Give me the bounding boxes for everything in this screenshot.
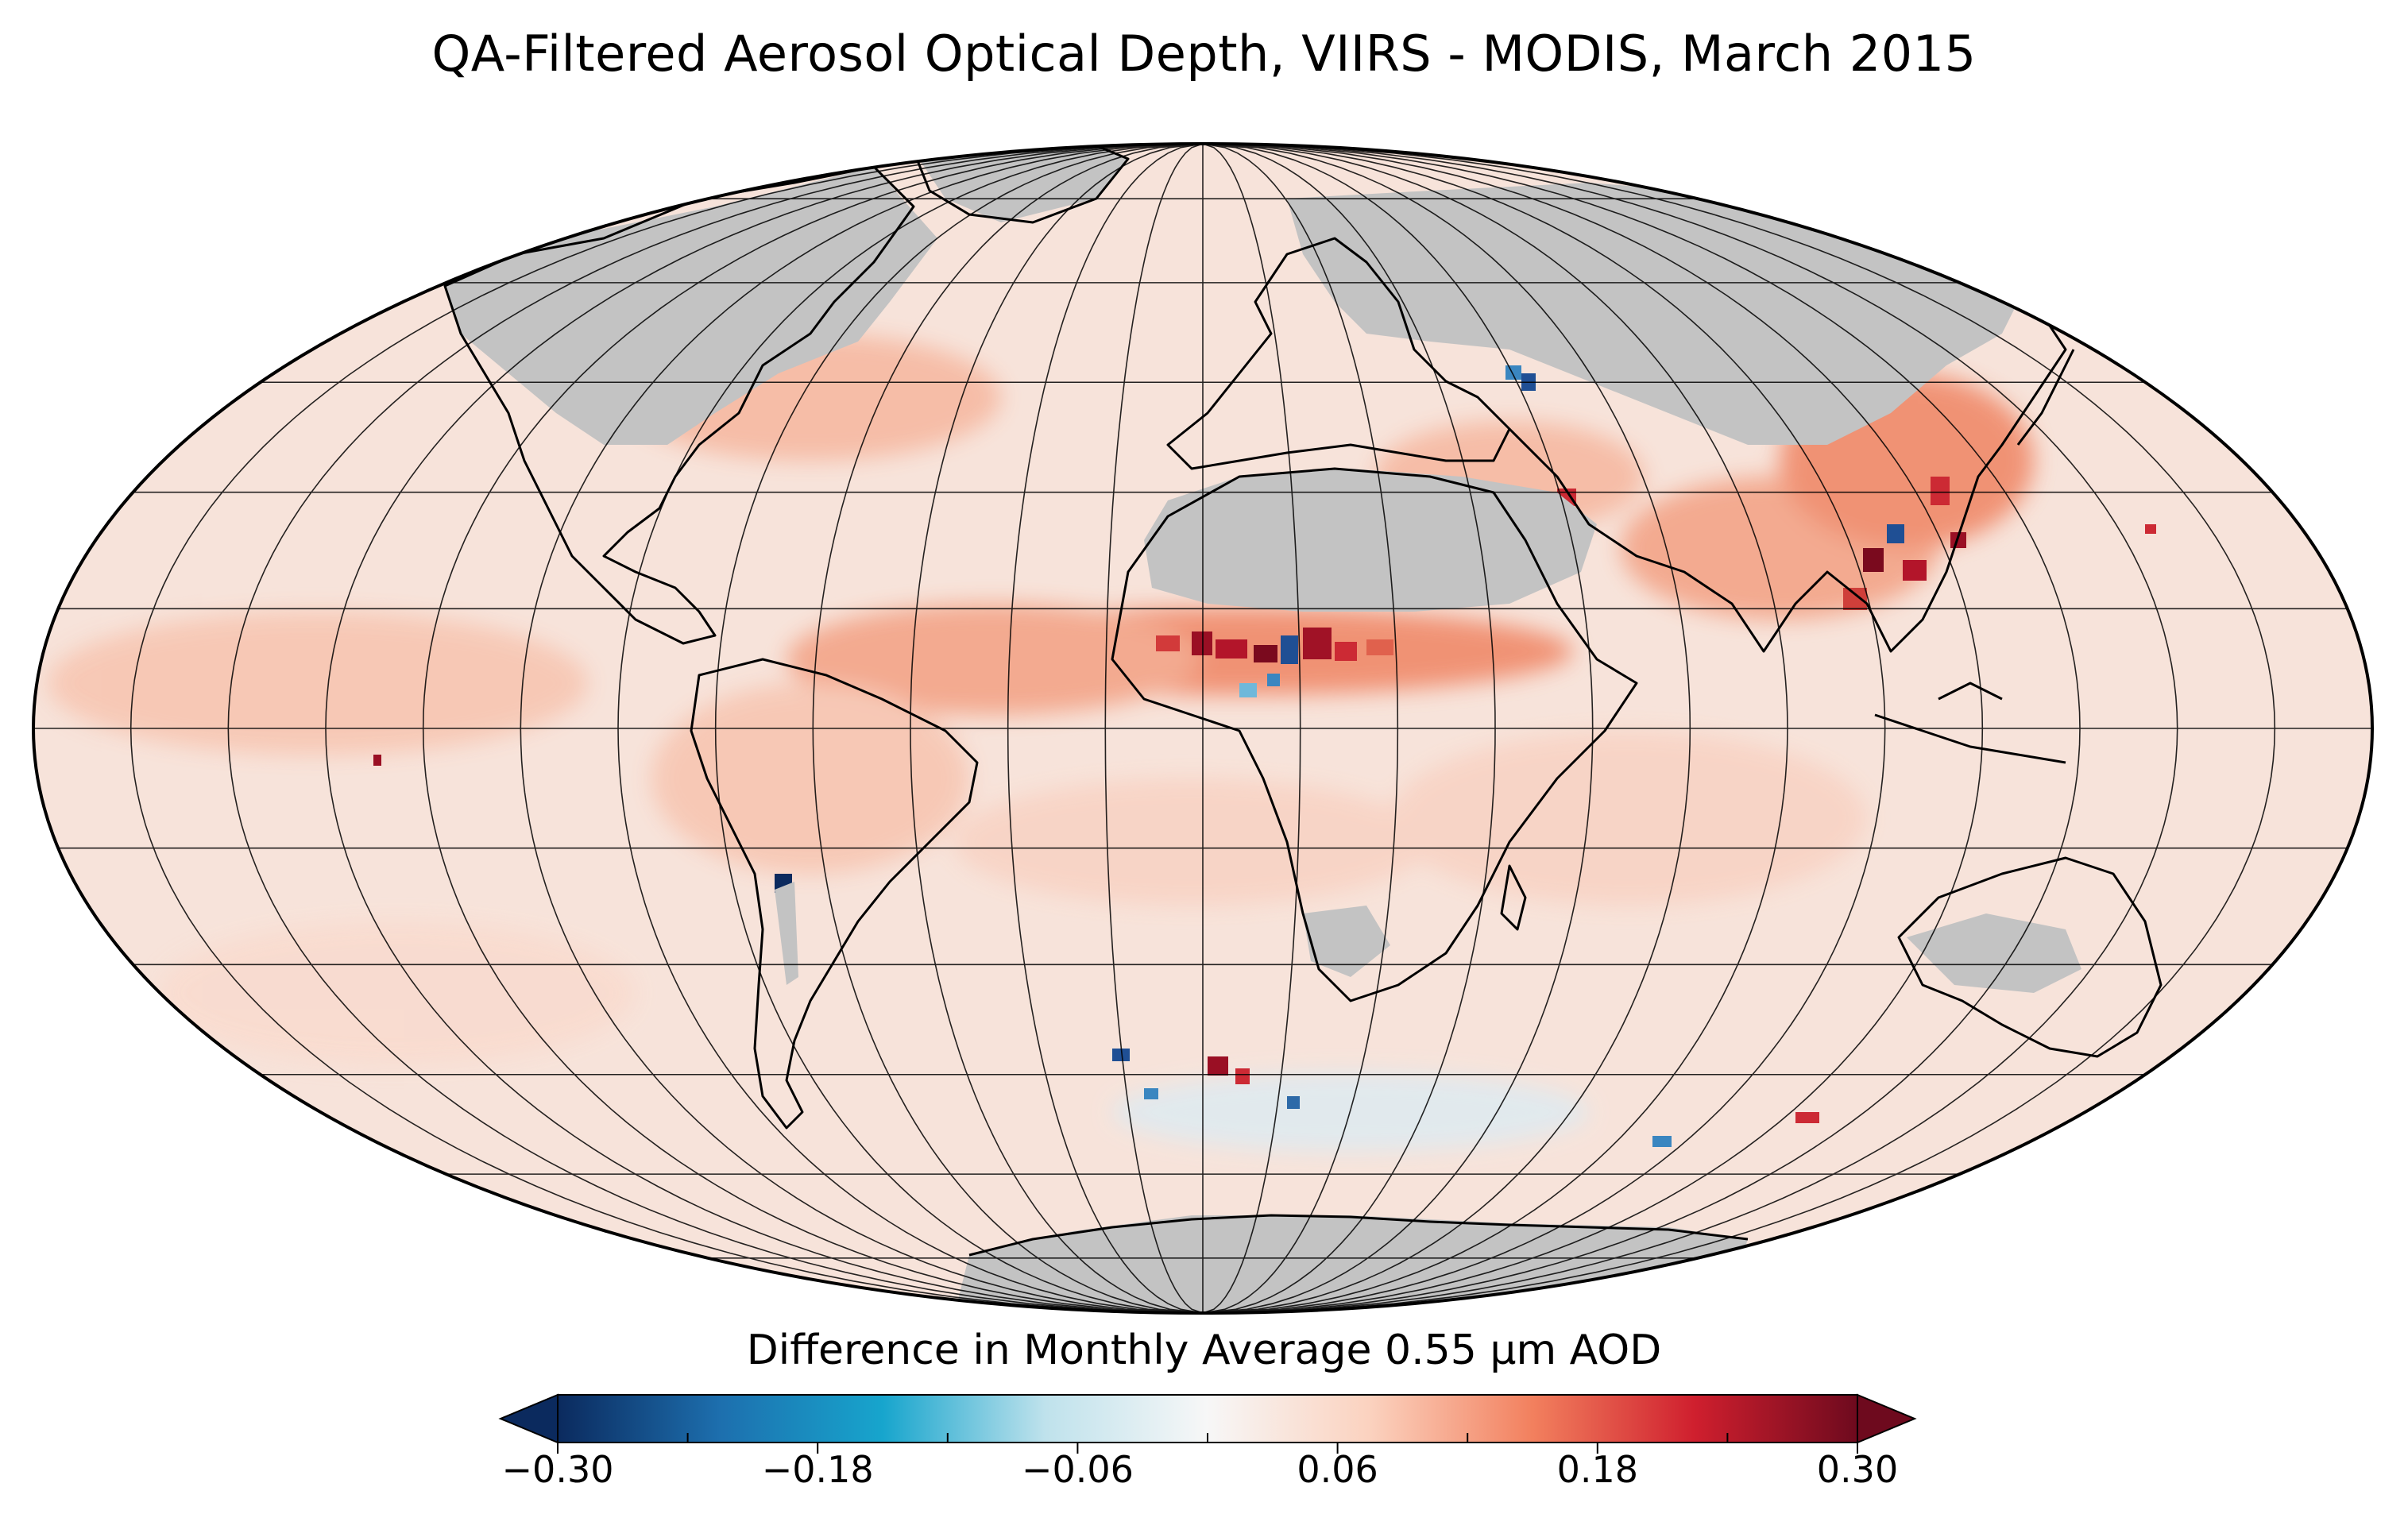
hotspot-pixel: [1950, 532, 1966, 548]
hotspot-pixel: [1208, 1056, 1228, 1076]
meridian-line: [1202, 144, 1594, 1313]
colorbar-tick-label: −0.06: [1021, 1448, 1134, 1491]
aerosol-tropical-pacific: [48, 612, 588, 755]
colorbar-tick-label: 0.30: [1816, 1448, 1899, 1491]
no-data-andes: [775, 882, 798, 985]
hotspot-pixel: [1843, 588, 1867, 610]
hotspot-pixel: [1254, 645, 1277, 662]
hotspot-pixel: [1287, 1096, 1300, 1109]
meridians: [129, 144, 2276, 1313]
hotspot-pixel: [1144, 1088, 1158, 1099]
colorbar-ticks: [557, 1433, 1858, 1454]
hotspot-pixel: [1863, 548, 1884, 572]
coastline-indonesia: [1874, 682, 2066, 764]
meridian-line: [714, 144, 1204, 1313]
aerosol-atlantic-plume: [787, 604, 1200, 715]
hotspot-pixel: [2145, 524, 2156, 534]
coastline-japan: [2016, 349, 2075, 446]
meridian-line: [1007, 144, 1204, 1313]
meridian-line: [812, 144, 1204, 1313]
meridian-line: [325, 144, 1204, 1313]
meridian-line: [910, 144, 1204, 1313]
meridian-line: [422, 144, 1204, 1313]
coastline-australia: [1897, 856, 2163, 1058]
meridian-line: [227, 144, 1204, 1313]
no-data-southern-africa: [1303, 906, 1390, 977]
graticule: [33, 144, 2372, 1313]
world-map: [32, 142, 2374, 1315]
coastline-antarctica: [968, 1214, 1749, 1257]
hotspot-pixel: [1652, 1136, 1672, 1147]
meridian-line: [1202, 144, 2276, 1313]
colorbar-extend-low: [498, 1393, 559, 1444]
no-data-eurasia: [1287, 183, 2034, 445]
hotspot-pixel: [1303, 628, 1332, 659]
meridian-line: [1202, 144, 1984, 1313]
meridian-line: [1202, 144, 2081, 1313]
hotspot-pixel: [1795, 1112, 1819, 1123]
no-data-australia: [1907, 913, 2081, 993]
hotspot-pixel: [373, 755, 381, 766]
meridian-line: [1202, 144, 1788, 1313]
aerosol-southern-ocean-blue: [1112, 1072, 1589, 1152]
hotspot-pixel: [1156, 635, 1180, 651]
no-data-sahara: [1144, 469, 1597, 612]
meridian-line: [1202, 144, 1886, 1313]
hotspot-pixel: [1216, 639, 1247, 659]
colorbar-tick-label: −0.18: [761, 1448, 874, 1491]
hotspot-pixel: [1112, 1049, 1130, 1061]
meridian-line: [1202, 144, 1301, 1313]
coastline-south-america: [690, 658, 979, 1130]
meridian-line: [1202, 144, 2178, 1313]
meridian-line: [617, 144, 1204, 1313]
hotspot-pixel: [1235, 1068, 1250, 1084]
meridian-line: [520, 144, 1204, 1313]
coastline-asia: [1508, 237, 2067, 653]
colorbar-extend-high: [1857, 1393, 1917, 1444]
meridian-line: [129, 144, 1204, 1313]
colorbar-tick-label: 0.18: [1556, 1448, 1639, 1491]
meridian-line: [1202, 144, 1496, 1313]
colorbar-tick-label: 0.06: [1297, 1448, 1378, 1491]
coastline-madagascar: [1500, 864, 1527, 931]
meridian-line: [1202, 144, 1399, 1313]
hotspot-pixel: [1192, 631, 1212, 655]
hotspot-pixel: [1366, 639, 1393, 655]
aerosol-south-atlantic: [953, 778, 1430, 906]
colorbar-label: Difference in Monthly Average 0.55 μm AO…: [746, 1327, 1662, 1374]
coastline-europe: [1166, 237, 1511, 470]
hotspot-pixel: [1903, 560, 1927, 581]
meridian-line: [1202, 144, 1691, 1313]
aerosol-pacific-south: [159, 921, 636, 1064]
aerosol-indian-ocean: [1390, 731, 1867, 906]
coastline-africa: [1111, 467, 1638, 1002]
hotspot-pixel: [1239, 683, 1257, 697]
hotspot-pixel: [1887, 524, 1904, 543]
hotspot-pixel: [1335, 642, 1357, 661]
globe-outline: [32, 142, 2374, 1315]
map-title: QA-Filtered Aerosol Optical Depth, VIIRS…: [431, 25, 1977, 83]
colorbar-tick-label: −0.30: [501, 1448, 614, 1491]
hotspot-pixel: [1931, 477, 1950, 505]
hotspot-pixel: [1267, 674, 1280, 686]
meridian-line: [1104, 144, 1204, 1313]
hotspot-pixel: [1281, 635, 1298, 664]
